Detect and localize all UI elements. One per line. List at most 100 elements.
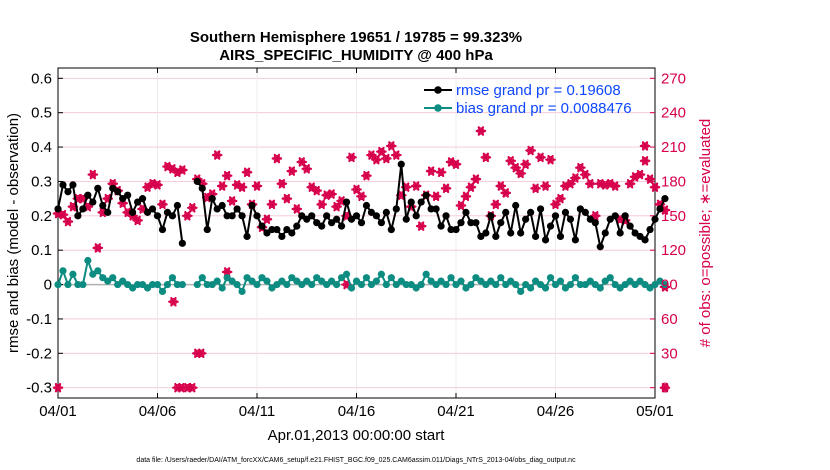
rmse-point <box>273 225 281 234</box>
rmse-point <box>268 225 276 234</box>
obs-count-marker <box>540 181 551 191</box>
obs-count-marker <box>510 162 522 173</box>
chart-subtitle: AIRS_SPECIFIC_HUMIDITY @ 400 hPa <box>219 47 493 64</box>
rmse-point <box>556 232 565 241</box>
rmse-point <box>233 205 241 213</box>
obs-count-marker <box>331 201 342 212</box>
obs-count-marker <box>589 211 601 221</box>
rmse-point <box>323 212 331 220</box>
bias-point <box>342 270 351 278</box>
legend-bias-marker <box>434 104 442 112</box>
obs-count-marker <box>381 153 392 164</box>
obs-count-marker <box>575 162 586 173</box>
bias-point <box>64 280 72 289</box>
bias-point <box>233 280 241 289</box>
bias-point <box>173 280 181 289</box>
rmse-point <box>218 201 226 210</box>
rmse-point <box>158 225 167 234</box>
rmse-point <box>352 212 361 220</box>
obs-count-marker <box>187 203 198 213</box>
bias-point <box>283 280 291 289</box>
obs-count-marker <box>535 152 546 163</box>
rmse-point <box>437 222 445 230</box>
rmse-point <box>407 198 415 206</box>
obs-count-marker <box>62 216 74 227</box>
obs-count-marker <box>281 193 293 204</box>
obs-count-marker <box>271 153 283 164</box>
y-right-tick-label: 0 <box>661 380 669 397</box>
bias-point <box>74 280 82 289</box>
obs-count-marker <box>550 199 561 210</box>
obs-count-marker <box>594 178 606 189</box>
obs-count-marker <box>455 200 467 211</box>
rmse-point <box>357 219 366 227</box>
obs-count-marker <box>649 182 661 192</box>
rmse-point <box>308 212 316 220</box>
rmse-point <box>457 219 465 227</box>
bias-point <box>576 280 584 289</box>
rmse-point <box>258 222 266 230</box>
obs-count-marker <box>391 150 402 160</box>
rmse-point <box>382 208 390 216</box>
y-tick-label: 0.5 <box>31 105 52 122</box>
rmse-point <box>621 212 629 220</box>
bias-point <box>84 256 92 265</box>
bias-point <box>517 287 525 296</box>
obs-count-marker <box>570 173 581 183</box>
obs-count-marker <box>351 184 362 195</box>
obs-count-marker <box>415 221 427 231</box>
rmse-point <box>561 208 570 216</box>
bias-point <box>417 280 425 289</box>
bias-point <box>606 274 614 282</box>
bias-point <box>357 280 366 289</box>
bias-point <box>308 280 316 289</box>
rmse-point <box>238 212 246 220</box>
obs-count-marker <box>77 193 89 204</box>
obs-count-marker <box>226 196 238 206</box>
rmse-point <box>173 201 181 210</box>
rmse-point <box>293 222 301 230</box>
bias-point <box>541 284 550 292</box>
bias-point <box>457 277 465 285</box>
bias-point <box>94 267 102 275</box>
obs-count-marker <box>480 152 492 163</box>
rmse-point <box>79 205 87 213</box>
rmse-point <box>208 195 216 203</box>
bias-point <box>59 267 67 275</box>
obs-count-marker <box>505 156 517 166</box>
rmse-point <box>651 215 659 223</box>
obs-count-marker <box>266 199 278 210</box>
bias-point <box>377 270 385 278</box>
rmse-point <box>581 208 589 216</box>
obs-count-marker <box>177 165 188 175</box>
rmse-point <box>178 239 186 247</box>
bias-point <box>512 280 520 289</box>
bias-point <box>447 274 455 282</box>
obs-count-marker <box>585 178 596 189</box>
bias-point <box>347 284 356 292</box>
rmse-point <box>527 208 535 216</box>
obs-count-marker <box>371 154 382 165</box>
legend-bias-label: bias grand pr = 0.0088476 <box>456 100 632 117</box>
bias-point <box>168 274 177 282</box>
rmse-point <box>546 222 555 230</box>
bias-point <box>467 280 475 289</box>
bias-point <box>596 284 604 292</box>
plot-frame <box>57 67 656 399</box>
obs-count-marker <box>624 178 636 189</box>
rmse-point <box>541 236 550 244</box>
obs-count-marker <box>221 170 233 181</box>
rmse-point <box>417 198 425 206</box>
obs-count-marker <box>195 348 207 359</box>
obs-count-marker <box>495 181 507 191</box>
x-axis-label: Apr.01,2013 00:00:00 start <box>268 427 446 444</box>
obs-count-marker <box>346 152 357 163</box>
obs-count-marker <box>659 382 671 393</box>
obs-count-marker <box>580 169 591 180</box>
rmse-point <box>601 229 609 237</box>
rmse-point <box>497 219 505 227</box>
rmse-point <box>377 219 385 227</box>
x-tick-label: 04/06 <box>139 403 177 420</box>
rmse-point <box>566 215 575 223</box>
